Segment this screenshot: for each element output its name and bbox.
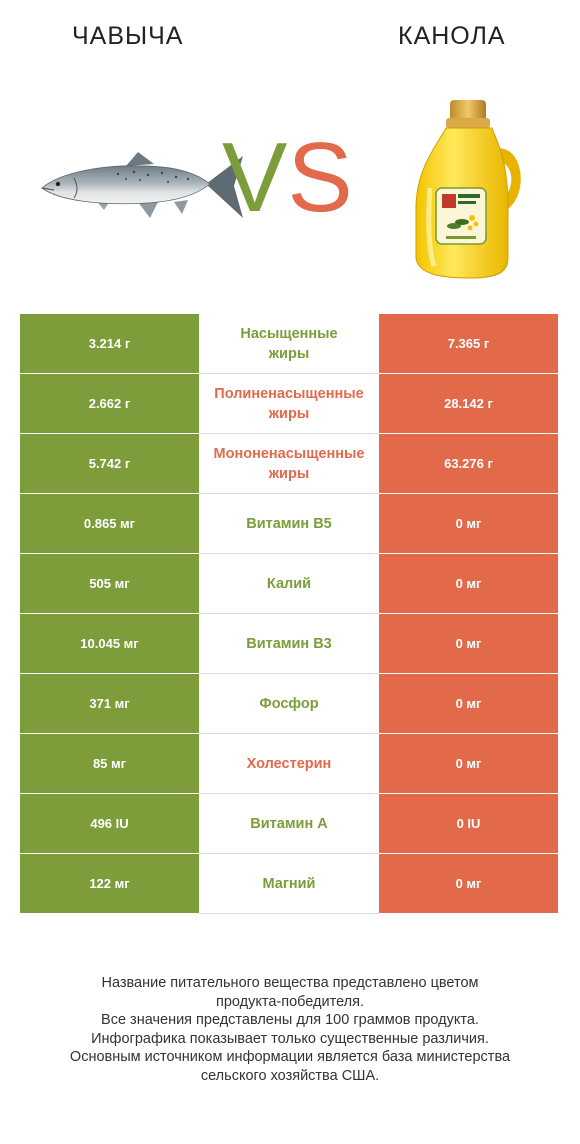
left-value: 85 мг <box>20 734 199 794</box>
table-row: 371 мг Фосфор 0 мг <box>20 674 558 734</box>
right-product-title: КАНОЛА <box>398 22 506 50</box>
left-value: 496 IU <box>20 794 199 854</box>
right-value: 0 мг <box>379 734 558 794</box>
table-row: 10.045 мг Витамин B3 0 мг <box>20 614 558 674</box>
vs-s: S <box>287 122 353 232</box>
table-row: 2.662 г Полиненасыщенные жиры 28.142 г <box>20 374 558 434</box>
nutrient-label: Калий <box>199 554 379 614</box>
footer-line: Инфографика показывает только существенн… <box>91 1030 489 1047</box>
right-value: 63.276 г <box>379 434 558 494</box>
nutrient-label: Фосфор <box>199 674 379 734</box>
footer-line: Основным источником информации является … <box>69 1049 511 1065</box>
header: ЧАВЫЧА КАНОЛА <box>0 0 580 300</box>
footer-line: Название питательного вещества представл… <box>101 975 479 991</box>
nutrient-label: Витамин B5 <box>199 494 379 554</box>
nutrient-label: Насыщенные жиры <box>199 314 379 374</box>
nutrient-label: Холестерин <box>199 734 379 794</box>
footer-line: продукта-победителя. <box>215 993 365 1010</box>
nutrient-label: Витамин A <box>199 794 379 854</box>
left-product-title: ЧАВЫЧА <box>72 22 184 50</box>
left-value: 10.045 мг <box>20 614 199 674</box>
right-value: 0 мг <box>379 494 558 554</box>
right-value: 0 мг <box>379 854 558 914</box>
table-row: 122 мг Магний 0 мг <box>20 854 558 914</box>
table-row: 3.214 г Насыщенные жиры 7.365 г <box>20 314 558 374</box>
left-value: 371 мг <box>20 674 199 734</box>
left-value: 5.742 г <box>20 434 199 494</box>
footer-notes: Название питательного вещества представл… <box>0 974 580 1085</box>
vs-label: VS <box>222 128 353 226</box>
left-value: 0.865 мг <box>20 494 199 554</box>
right-value: 7.365 г <box>379 314 558 374</box>
table-row: 85 мг Холестерин 0 мг <box>20 734 558 794</box>
nutrient-label: Магний <box>199 854 379 914</box>
right-value: 0 IU <box>379 794 558 854</box>
nutrient-label: Витамин B3 <box>199 614 379 674</box>
table-row: 0.865 мг Витамин B5 0 мг <box>20 494 558 554</box>
right-value: 0 мг <box>379 614 558 674</box>
left-value: 505 мг <box>20 554 199 614</box>
right-value: 0 мг <box>379 674 558 734</box>
left-value: 2.662 г <box>20 374 199 434</box>
salmon-fish-icon <box>41 152 243 218</box>
vs-v: V <box>222 122 288 232</box>
nutrient-label: Полиненасыщенные жиры <box>199 374 379 434</box>
footer-line: сельского хозяйства США. <box>200 1067 380 1084</box>
canola-oil-bottle-icon <box>415 100 521 279</box>
table-row: 505 мг Калий 0 мг <box>20 554 558 614</box>
left-value: 3.214 г <box>20 314 199 374</box>
footer-line: Все значения представлены для 100 граммо… <box>101 1012 479 1028</box>
table-row: 5.742 г Мононенасыщенные жиры 63.276 г <box>20 434 558 494</box>
left-value: 122 мг <box>20 854 199 914</box>
nutrient-label: Мононенасыщенные жиры <box>199 434 379 494</box>
right-value: 0 мг <box>379 554 558 614</box>
right-value: 28.142 г <box>379 374 558 434</box>
comparison-table: 3.214 г Насыщенные жиры 7.365 г 2.662 г Поли… <box>20 314 558 914</box>
